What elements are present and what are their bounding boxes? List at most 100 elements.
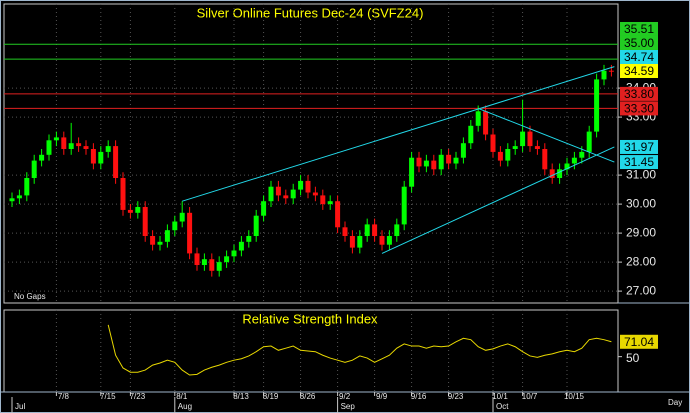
trendline	[478, 107, 615, 163]
trendline	[381, 146, 615, 254]
candle-body	[608, 70, 614, 72]
candle-body	[98, 151, 104, 164]
candle-body	[490, 134, 496, 152]
candle-body	[68, 143, 74, 150]
candle-body	[90, 149, 96, 164]
candle-body	[557, 169, 563, 179]
candle-body	[320, 195, 326, 205]
x-tick-label: 7/8	[58, 392, 70, 401]
price-panel	[3, 3, 619, 304]
candle-body	[187, 212, 193, 254]
price-box-label: 34.59	[624, 64, 654, 78]
candle-body	[157, 241, 163, 245]
candle-body	[416, 157, 422, 167]
candle-body	[342, 227, 348, 237]
x-tick-label: 7/23	[130, 392, 146, 401]
x-tick-label: 8/26	[300, 392, 316, 401]
candle-body	[571, 157, 577, 164]
candle-body	[335, 201, 341, 228]
candle-body	[579, 151, 585, 158]
x-tick-label: 7/15	[100, 392, 116, 401]
rsi-title: Relative Strength Index	[242, 311, 378, 326]
price-box	[620, 155, 658, 170]
candle-body	[127, 209, 133, 213]
annotation: No Gaps	[14, 292, 46, 301]
candle-body	[594, 79, 600, 132]
price-box-label: 35.00	[624, 36, 654, 50]
candle-body	[305, 180, 311, 193]
price-box	[620, 35, 658, 50]
price-box	[620, 49, 658, 64]
candle-body	[224, 256, 230, 263]
candle-body	[76, 143, 82, 147]
price-box	[620, 139, 658, 154]
price-box	[620, 101, 658, 116]
candle-body	[83, 146, 89, 150]
candle-body	[512, 146, 518, 150]
candle-body	[475, 111, 481, 126]
candle-body	[246, 236, 252, 242]
price-box-label: 34.74	[624, 50, 654, 64]
price-box	[620, 21, 658, 36]
y-tick-label: 50	[626, 351, 640, 365]
candle-body	[386, 236, 392, 245]
x-tick-label: 9/2	[339, 392, 351, 401]
candle-body	[46, 140, 52, 155]
price-box-label: 33.80	[624, 87, 654, 101]
candle-body	[446, 154, 452, 164]
x-tick-label: 8/19	[263, 392, 279, 401]
candle-body	[61, 137, 67, 150]
candle-body	[9, 198, 15, 202]
candle-body	[105, 146, 111, 152]
candle-body	[113, 146, 119, 179]
x-tick-label: 10/1	[492, 392, 508, 401]
price-box	[620, 63, 658, 78]
month-label: Sep	[341, 402, 356, 411]
candle-body	[372, 224, 378, 237]
candle-body	[283, 195, 289, 199]
candle-body	[483, 111, 489, 135]
month-label: Oct	[496, 402, 509, 411]
x-tick-label: 10/15	[564, 392, 585, 401]
x-tick-label: 9/23	[448, 392, 464, 401]
x-tick-label: 9/9	[376, 392, 388, 401]
candle-body	[357, 236, 363, 248]
y-tick-label: 31.00	[626, 167, 656, 181]
x-tick-label: 9/16	[411, 392, 427, 401]
candle-body	[24, 178, 30, 196]
rsi-value-label: 71.04	[624, 335, 654, 349]
candle-body	[349, 236, 355, 248]
candle-body	[142, 207, 148, 237]
candle-body	[253, 215, 259, 237]
candle-body	[394, 224, 400, 237]
candle-body	[423, 160, 429, 167]
candle-body	[275, 186, 281, 196]
month-label: Aug	[178, 402, 192, 411]
y-tick-label: 30.00	[626, 196, 656, 210]
x-axis-label: Day	[668, 398, 682, 407]
price-box-label: 31.45	[624, 155, 654, 169]
candle-body	[231, 250, 237, 257]
price-box	[620, 86, 658, 101]
y-tick-label: 27.00	[626, 283, 656, 297]
candle-body	[135, 207, 141, 213]
candle-body	[172, 221, 178, 231]
month-label: Jul	[15, 402, 25, 411]
candle-body	[460, 143, 466, 158]
x-tick-label: 8/13	[233, 392, 249, 401]
candle-body	[327, 201, 333, 205]
candle-body	[201, 259, 207, 266]
candle-body	[298, 180, 304, 190]
candle-body	[453, 157, 459, 164]
candle-body	[194, 253, 200, 266]
candle-body	[179, 212, 185, 222]
candle-body	[31, 160, 37, 179]
candle-body	[520, 131, 526, 147]
chart-title: Silver Online Futures Dec-24 (SVFZ24)	[197, 5, 424, 20]
y-tick-label: 29.00	[626, 225, 656, 239]
rsi-line	[107, 324, 612, 376]
candle-body	[364, 224, 370, 237]
candle-body	[534, 146, 540, 150]
candle-body	[261, 201, 267, 216]
price-box-label: 31.97	[624, 140, 654, 154]
